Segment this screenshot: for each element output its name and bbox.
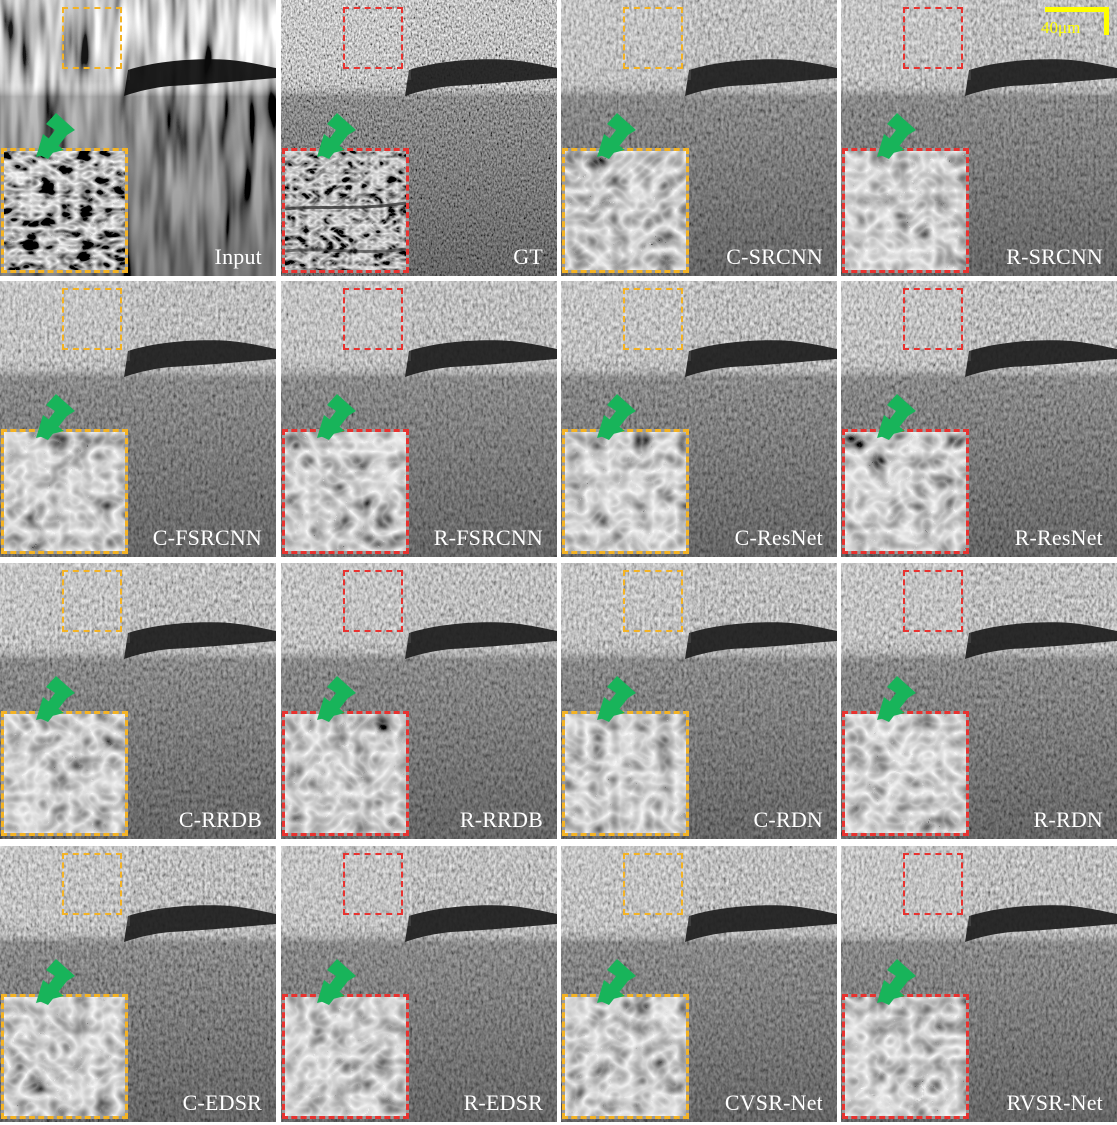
zoom-inset (562, 994, 689, 1119)
roi-box (623, 853, 683, 915)
result-panel: C-EDSR (0, 846, 276, 1122)
green-arrow-icon (317, 113, 356, 159)
green-arrow-icon (36, 113, 75, 159)
green-arrow-icon (597, 959, 636, 1005)
roi-box (623, 288, 683, 350)
zoom-inset (562, 711, 689, 836)
scale-bar-tick (1104, 7, 1109, 35)
panel-label: C-SRCNN (726, 244, 823, 269)
result-panel: R-SRCNN 40μm (841, 0, 1117, 276)
result-panel: R-ResNet (841, 281, 1117, 557)
zoom-inset (842, 148, 969, 273)
panel-label: C-RDN (753, 807, 823, 832)
roi-box (903, 288, 963, 350)
roi-box (62, 7, 122, 69)
zoom-inset (842, 994, 969, 1119)
panel-label: R-RDN (1033, 807, 1103, 832)
panel-label: R-SRCNN (1006, 244, 1103, 269)
roi-box (62, 570, 122, 632)
roi-box (623, 7, 683, 69)
green-arrow-icon (597, 113, 636, 159)
roi-box (623, 570, 683, 632)
panel-label: R-EDSR (463, 1090, 543, 1115)
panel-label: C-ResNet (734, 525, 823, 550)
result-panel: GT (281, 0, 557, 276)
green-arrow-icon (877, 113, 916, 159)
zoom-inset (562, 148, 689, 273)
green-arrow-icon (36, 959, 75, 1005)
panel-label: C-FSRCNN (152, 525, 262, 550)
green-arrow-icon (597, 676, 636, 722)
roi-box (343, 288, 403, 350)
result-panel: C-RDN (561, 563, 837, 839)
result-panel: C-SRCNN (561, 0, 837, 276)
green-arrow-icon (597, 394, 636, 440)
result-panel: CVSR-Net (561, 846, 837, 1122)
zoom-inset (282, 429, 409, 554)
zoom-inset (1, 148, 128, 273)
roi-box (62, 288, 122, 350)
panel-label: R-ResNet (1014, 525, 1103, 550)
oct-image (0, 0, 276, 276)
panel-label: GT (513, 244, 543, 269)
zoom-inset (282, 148, 409, 273)
green-arrow-icon (877, 394, 916, 440)
result-panel: RVSR-Net (841, 846, 1117, 1122)
zoom-inset (842, 429, 969, 554)
result-panel: C-FSRCNN (0, 281, 276, 557)
green-arrow-icon (877, 676, 916, 722)
zoom-inset (562, 429, 689, 554)
roi-box (903, 853, 963, 915)
green-arrow-icon (317, 959, 356, 1005)
green-arrow-icon (36, 394, 75, 440)
roi-box (903, 570, 963, 632)
oct-image (0, 846, 276, 1122)
zoom-inset (1, 429, 128, 554)
panel-label: R-RRDB (459, 807, 543, 832)
panel-label: C-EDSR (182, 1090, 262, 1115)
scale-bar: 40μm (1041, 7, 1109, 41)
green-arrow-icon (317, 394, 356, 440)
roi-box (343, 7, 403, 69)
oct-image (561, 563, 837, 839)
panel-label: C-RRDB (178, 807, 262, 832)
roi-box (62, 853, 122, 915)
zoom-inset (282, 711, 409, 836)
panel-label: RVSR-Net (1006, 1090, 1103, 1115)
result-panel: R-FSRCNN (281, 281, 557, 557)
green-arrow-icon (317, 676, 356, 722)
result-panel: R-EDSR (281, 846, 557, 1122)
result-panel: C-RRDB (0, 563, 276, 839)
zoom-inset (282, 994, 409, 1119)
roi-box (343, 853, 403, 915)
panel-label: CVSR-Net (724, 1090, 823, 1115)
oct-image (281, 563, 557, 839)
roi-box (903, 7, 963, 69)
result-panel: C-ResNet (561, 281, 837, 557)
zoom-inset (1, 711, 128, 836)
roi-box (343, 570, 403, 632)
result-panel: R-RRDB (281, 563, 557, 839)
scale-bar-line (1045, 7, 1109, 12)
panel-label: Input (214, 244, 262, 269)
zoom-inset (842, 711, 969, 836)
green-arrow-icon (36, 676, 75, 722)
panel-label: R-FSRCNN (433, 525, 543, 550)
scale-bar-text: 40μm (1041, 18, 1081, 37)
zoom-inset (1, 994, 128, 1119)
green-arrow-icon (877, 959, 916, 1005)
result-panel: Input (0, 0, 276, 276)
result-panel: R-RDN (841, 563, 1117, 839)
